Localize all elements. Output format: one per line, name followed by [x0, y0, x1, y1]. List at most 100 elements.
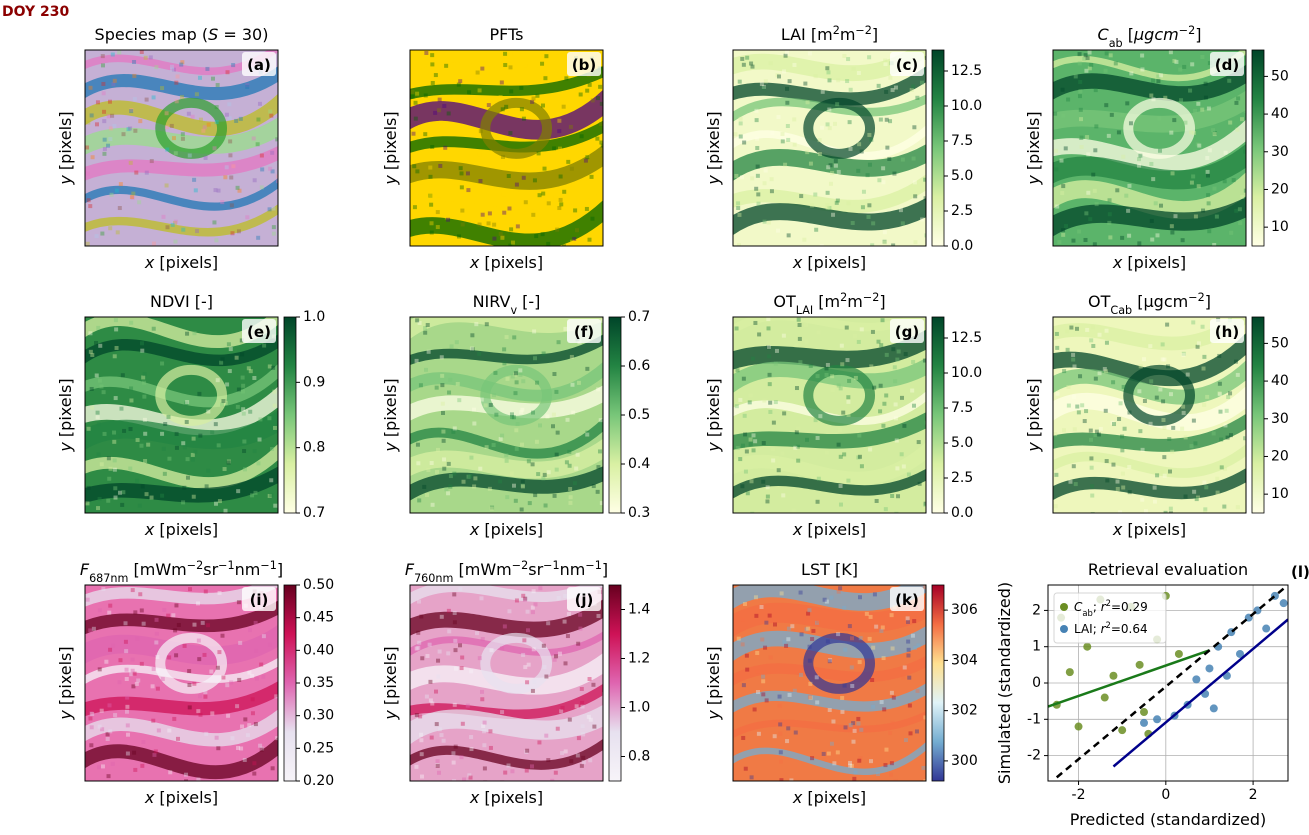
map-pixel	[850, 683, 855, 688]
map-pixel	[1207, 148, 1212, 153]
map-pixel	[419, 774, 424, 779]
map-pixel	[205, 66, 210, 71]
map-band	[1053, 443, 1246, 478]
map-pixel	[1234, 100, 1239, 105]
text-part: ]	[872, 25, 878, 44]
text-part: −1	[543, 559, 560, 572]
map-pixel	[128, 466, 133, 471]
map-pixel	[523, 665, 528, 670]
scatter-point	[1065, 668, 1074, 677]
map-pixel	[910, 633, 915, 638]
text-part: LAI;	[1074, 622, 1101, 636]
map-pixel	[216, 746, 221, 751]
map-pixel	[169, 64, 174, 69]
map-pixel	[1169, 130, 1174, 135]
map-pixel	[453, 638, 458, 643]
colorbar-tick-label: 1.0	[303, 309, 325, 325]
map-pixel	[793, 730, 798, 735]
map-pixel	[534, 439, 539, 444]
colorbar-tick-label: 50	[1271, 68, 1289, 84]
map-pixel	[1078, 374, 1083, 379]
map-pixel	[1121, 384, 1126, 389]
map-pixel	[210, 76, 215, 81]
map-pixel	[865, 173, 870, 178]
map-pixel	[798, 590, 803, 595]
map-pixel	[250, 493, 255, 498]
map-pixel	[575, 228, 580, 233]
map-pixel	[197, 391, 202, 396]
x-tick-label: 2	[1249, 787, 1258, 803]
map-pixel	[1104, 328, 1109, 333]
map-pixel	[441, 429, 446, 434]
map-pixel	[275, 736, 278, 741]
map-pixel	[254, 676, 259, 681]
map-pixel	[193, 188, 198, 193]
y-axis-label: y [pixels]	[1024, 378, 1043, 452]
map-pixel	[148, 55, 153, 60]
map-pixel	[117, 680, 122, 685]
map-pixel	[108, 603, 113, 608]
map-pixel	[418, 383, 423, 388]
text-part: x	[144, 253, 155, 272]
map-pixel	[435, 225, 440, 230]
map-pixel	[1079, 135, 1084, 140]
map-pixel	[478, 466, 483, 471]
map-pixel	[1087, 66, 1092, 71]
map-pixel	[151, 241, 156, 246]
map-pixel	[756, 201, 761, 206]
map-band	[410, 199, 603, 246]
map-pixel	[261, 634, 266, 639]
map-pixel	[230, 736, 235, 741]
map-pixel	[743, 432, 748, 437]
map-pixel	[210, 430, 215, 435]
map-pixel	[1137, 157, 1142, 162]
map-patch	[803, 632, 876, 694]
panel-label-box	[1210, 319, 1244, 343]
map-pixel	[90, 352, 95, 357]
map-pixel	[1234, 208, 1239, 213]
map-pixel	[418, 714, 423, 719]
map-pixel	[482, 729, 487, 734]
y-axis-label: y [pixels]	[56, 646, 75, 720]
map-pixel	[842, 452, 847, 457]
map-pixel	[1149, 218, 1154, 223]
map-pixel	[260, 167, 265, 172]
map-frame	[409, 49, 604, 247]
map-pixel	[824, 599, 829, 604]
map-pixel	[509, 89, 514, 94]
map-pixel	[541, 191, 546, 196]
map-pixel	[798, 672, 803, 677]
map-pixel	[131, 684, 136, 689]
map-pixel	[915, 95, 920, 100]
map-band	[410, 385, 603, 421]
map-pixel	[796, 317, 801, 322]
map-pixel	[102, 137, 107, 142]
map-pixel	[857, 595, 862, 600]
map-pixel	[1200, 107, 1205, 112]
map-pixel	[203, 694, 208, 699]
map-pixel	[155, 655, 160, 660]
map-pixel	[808, 681, 813, 686]
map-pixel	[1211, 431, 1216, 436]
map-pixel	[130, 588, 135, 593]
map-pixel	[167, 655, 172, 660]
map-pixel	[1127, 410, 1132, 415]
map-pixel	[114, 327, 119, 332]
map-pixel	[448, 474, 453, 479]
map-pixel	[554, 452, 559, 457]
map-pixel	[1202, 510, 1207, 513]
map-pixel	[847, 624, 852, 629]
scatter-point	[1074, 722, 1083, 731]
map-pixel	[762, 219, 767, 224]
map-pixel	[480, 66, 485, 71]
map-band	[733, 329, 926, 370]
map-pixel	[256, 117, 261, 122]
map-pixel	[1111, 462, 1116, 467]
text-part: 2	[1106, 598, 1111, 608]
colorbar-tick-label: 0.8	[628, 749, 650, 765]
map-pixel	[830, 388, 835, 393]
map-pixel	[773, 400, 778, 405]
map-pixel	[125, 695, 130, 700]
map-pixel	[214, 735, 219, 740]
map-pixel	[107, 99, 112, 104]
